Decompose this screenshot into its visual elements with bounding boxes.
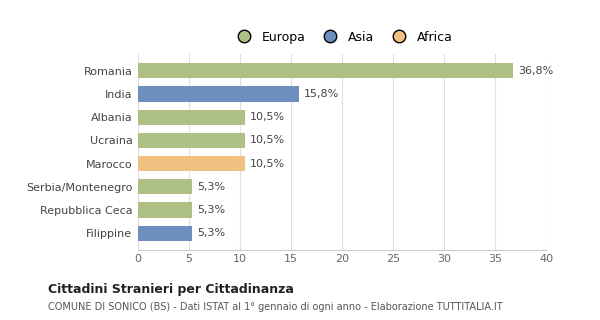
Text: 10,5%: 10,5% — [250, 135, 286, 145]
Bar — [138, 63, 514, 78]
Bar — [138, 179, 192, 194]
Text: 36,8%: 36,8% — [518, 66, 554, 76]
Text: 5,3%: 5,3% — [197, 205, 225, 215]
Legend: Europa, Asia, Africa: Europa, Asia, Africa — [227, 26, 458, 49]
Text: 15,8%: 15,8% — [304, 89, 340, 99]
Bar — [138, 110, 245, 125]
Text: COMUNE DI SONICO (BS) - Dati ISTAT al 1° gennaio di ogni anno - Elaborazione TUT: COMUNE DI SONICO (BS) - Dati ISTAT al 1°… — [48, 302, 503, 312]
Text: Cittadini Stranieri per Cittadinanza: Cittadini Stranieri per Cittadinanza — [48, 283, 294, 296]
Text: 5,3%: 5,3% — [197, 182, 225, 192]
Text: 10,5%: 10,5% — [250, 159, 286, 169]
Bar — [138, 203, 192, 218]
Bar — [138, 226, 192, 241]
Text: 5,3%: 5,3% — [197, 228, 225, 238]
Bar — [138, 133, 245, 148]
Bar — [138, 156, 245, 171]
Text: 10,5%: 10,5% — [250, 112, 286, 122]
Bar — [138, 86, 299, 101]
